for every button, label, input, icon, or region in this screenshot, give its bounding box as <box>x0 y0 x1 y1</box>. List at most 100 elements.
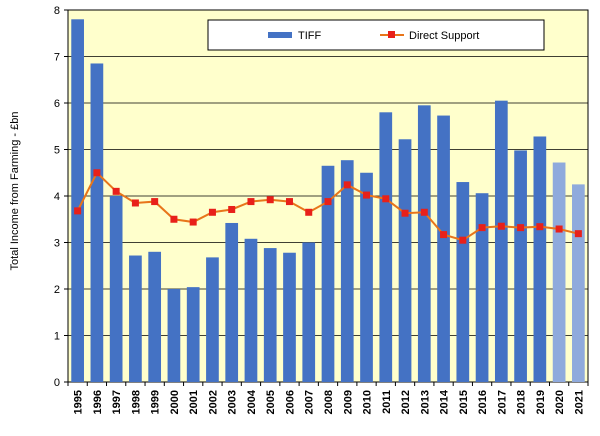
x-tick-label: 1998 <box>130 390 142 414</box>
bar-tiff-2011 <box>379 112 393 383</box>
legend-box <box>207 19 545 51</box>
x-tick-label: 1995 <box>73 390 85 414</box>
marker-direct-support-2015 <box>459 236 467 244</box>
x-axis-ticks: 1995 1996 1997 1998 1999 2000 2001 2002 2003 2004… <box>67 382 589 414</box>
marker-direct-support-2005 <box>266 196 274 204</box>
legend-swatch-tiff <box>268 32 292 38</box>
y-tick-label: 0 <box>54 377 60 389</box>
bar-tiff-2014 <box>437 115 450 383</box>
y-tick-label: 3 <box>54 238 60 250</box>
marker-direct-support-2020 <box>555 225 563 233</box>
marker-direct-support-2007 <box>305 208 313 216</box>
marker-direct-support-2003 <box>228 205 236 213</box>
x-tick-label: 2019 <box>535 390 547 414</box>
bar-tiff-2018 <box>514 150 527 382</box>
marker-direct-support-1998 <box>131 199 139 207</box>
x-tick-label: 2009 <box>342 390 354 414</box>
marker-direct-support-2013 <box>420 208 428 216</box>
bar-tiff-2001 <box>186 287 200 382</box>
x-tick-label: 2020 <box>554 390 566 414</box>
bar-tiff-2013 <box>417 105 431 382</box>
y-axis-ticks: 0 1 2 3 4 5 6 7 8 <box>54 5 68 389</box>
x-tick-label: 2012 <box>400 390 412 414</box>
bar-tiff-2016 <box>475 193 489 382</box>
legend-marker-direct-support <box>388 31 395 38</box>
bar-tiff-2015 <box>456 182 470 382</box>
bar-tiff-2021 <box>572 184 585 382</box>
bar-tiff-1995 <box>71 19 84 383</box>
bar-tiff-1999 <box>148 251 162 382</box>
line-series <box>74 169 582 244</box>
bar-tiff-2017 <box>494 100 508 383</box>
legend-label-direct-support: Direct Support <box>409 30 479 42</box>
marker-direct-support-2009 <box>343 181 351 189</box>
bar-tiff-2000 <box>167 289 181 382</box>
marker-direct-support-2012 <box>401 209 409 217</box>
bar-series <box>71 19 585 383</box>
y-tick-label: 4 <box>54 191 60 203</box>
bar-tiff-2019 <box>533 136 547 382</box>
x-tick-label: 2003 <box>227 390 239 414</box>
x-tick-label: 2021 <box>573 390 585 414</box>
bar-tiff-2006 <box>283 252 296 382</box>
bar-tiff-2003 <box>225 222 239 382</box>
y-tick-label: 6 <box>54 98 60 110</box>
y-tick-label: 2 <box>54 284 60 296</box>
marker-direct-support-2000 <box>170 215 178 223</box>
marker-direct-support-2006 <box>285 198 293 206</box>
marker-direct-support-2002 <box>208 208 216 216</box>
x-tick-label: 2015 <box>458 390 470 414</box>
marker-direct-support-1997 <box>112 187 120 195</box>
bar-tiff-2009 <box>340 160 354 382</box>
marker-direct-support-1999 <box>151 198 159 206</box>
x-tick-label: 2001 <box>188 390 200 414</box>
marker-direct-support-2021 <box>574 230 582 238</box>
x-tick-label: 2016 <box>477 390 489 414</box>
legend-label-tiff: TIFF <box>298 30 321 42</box>
y-tick-label: 7 <box>54 52 60 64</box>
y-tick-label: 5 <box>54 145 60 157</box>
x-tick-label: 2013 <box>419 390 431 414</box>
bar-tiff-2004 <box>244 238 258 382</box>
bar-tiff-2007 <box>302 242 316 382</box>
x-tick-label: 2005 <box>265 390 277 414</box>
x-tick-label: 2000 <box>169 390 181 414</box>
x-tick-label: 1997 <box>111 390 123 414</box>
y-axis-title: Total Income from Farming - £bn <box>9 112 21 271</box>
x-tick-label: 2007 <box>304 390 316 414</box>
bar-tiff-2008 <box>321 165 335 382</box>
x-tick-label: 1999 <box>150 390 162 414</box>
x-tick-label: 2011 <box>381 390 393 414</box>
marker-direct-support-1995 <box>74 207 82 215</box>
marker-direct-support-2018 <box>517 224 525 232</box>
y-tick-label: 1 <box>54 331 60 343</box>
x-tick-label: 2008 <box>323 390 335 414</box>
bar-tiff-1996 <box>90 63 104 382</box>
marker-direct-support-2019 <box>536 223 544 231</box>
bar-tiff-2002 <box>206 257 219 382</box>
bar-tiff-2020 <box>552 162 566 382</box>
x-tick-label: 1996 <box>92 390 104 414</box>
bar-tiff-1998 <box>129 255 142 382</box>
x-tick-label: 2004 <box>246 389 258 414</box>
x-tick-label: 2018 <box>516 390 528 414</box>
bar-tiff-2005 <box>263 248 277 382</box>
legend: TIFF Direct Support <box>207 19 545 51</box>
x-tick-label: 2010 <box>362 390 374 414</box>
bar-tiff-1997 <box>109 196 123 382</box>
marker-direct-support-2008 <box>324 198 332 206</box>
x-tick-label: 2017 <box>496 390 508 414</box>
marker-direct-support-2017 <box>497 222 505 230</box>
x-tick-label: 2014 <box>439 389 451 414</box>
marker-direct-support-2011 <box>382 195 390 203</box>
marker-direct-support-2016 <box>478 224 486 232</box>
y-tick-label: 8 <box>54 5 60 17</box>
marker-direct-support-2014 <box>440 231 448 239</box>
marker-direct-support-2001 <box>189 218 197 226</box>
x-tick-label: 2006 <box>284 390 296 414</box>
bar-tiff-2012 <box>398 139 412 382</box>
marker-direct-support-2010 <box>363 191 371 199</box>
marker-direct-support-2004 <box>247 198 255 206</box>
